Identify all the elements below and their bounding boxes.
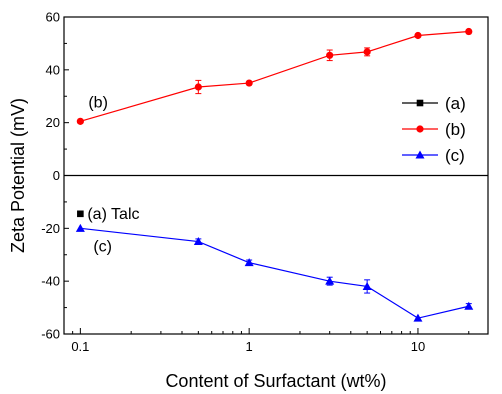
legend-marker [416, 125, 424, 133]
legend-label: (b) [445, 120, 466, 139]
y-axis-title: Zeta Potential (mV) [8, 98, 28, 253]
legend: (a) (b) (c) [402, 94, 466, 165]
annotation-label: (c) [93, 238, 112, 255]
y-tick-label: 60 [46, 10, 60, 25]
annotation-label: (b) [88, 94, 108, 111]
axes: -60 -40 -20 0 20 40 60 0.1 1 10 [41, 10, 489, 354]
series-square [77, 210, 84, 218]
y-tick-label: 40 [46, 62, 60, 77]
series-triangle [75, 223, 474, 322]
series-layer [75, 27, 474, 322]
data-point [244, 258, 254, 267]
data-point [464, 301, 474, 310]
legend-label: (a) [445, 94, 466, 113]
data-point [193, 237, 203, 246]
legend-label: (c) [445, 146, 465, 165]
x-tick-label: 0.1 [71, 339, 89, 354]
legend-marker [416, 99, 424, 107]
y-tick-label: 0 [53, 168, 60, 183]
x-tick-label: 10 [411, 339, 425, 354]
annotations: (b) (a) Talc (c) [87, 94, 139, 255]
series-circle [76, 27, 473, 125]
annotation-label: (a) Talc [87, 206, 139, 223]
data-point [413, 313, 423, 322]
series-line [80, 30, 469, 122]
data-point [362, 281, 372, 290]
data-point [363, 48, 371, 56]
data-point [325, 276, 335, 285]
y-tick-label: 20 [46, 115, 60, 130]
data-point [77, 210, 84, 218]
x-tick-label: 1 [246, 339, 253, 354]
data-point [326, 51, 334, 59]
data-point [414, 31, 422, 40]
y-tick-label: -20 [41, 221, 60, 236]
series-line [80, 227, 469, 319]
data-point [245, 79, 253, 87]
y-tick-label: -40 [41, 274, 60, 289]
y-tick-label: -60 [41, 327, 60, 342]
data-point [76, 117, 84, 125]
x-axis-title: Content of Surfactant (wt%) [165, 371, 386, 391]
data-point [75, 223, 85, 232]
legend-marker [415, 150, 425, 159]
data-point [194, 83, 202, 91]
data-point [465, 27, 473, 36]
